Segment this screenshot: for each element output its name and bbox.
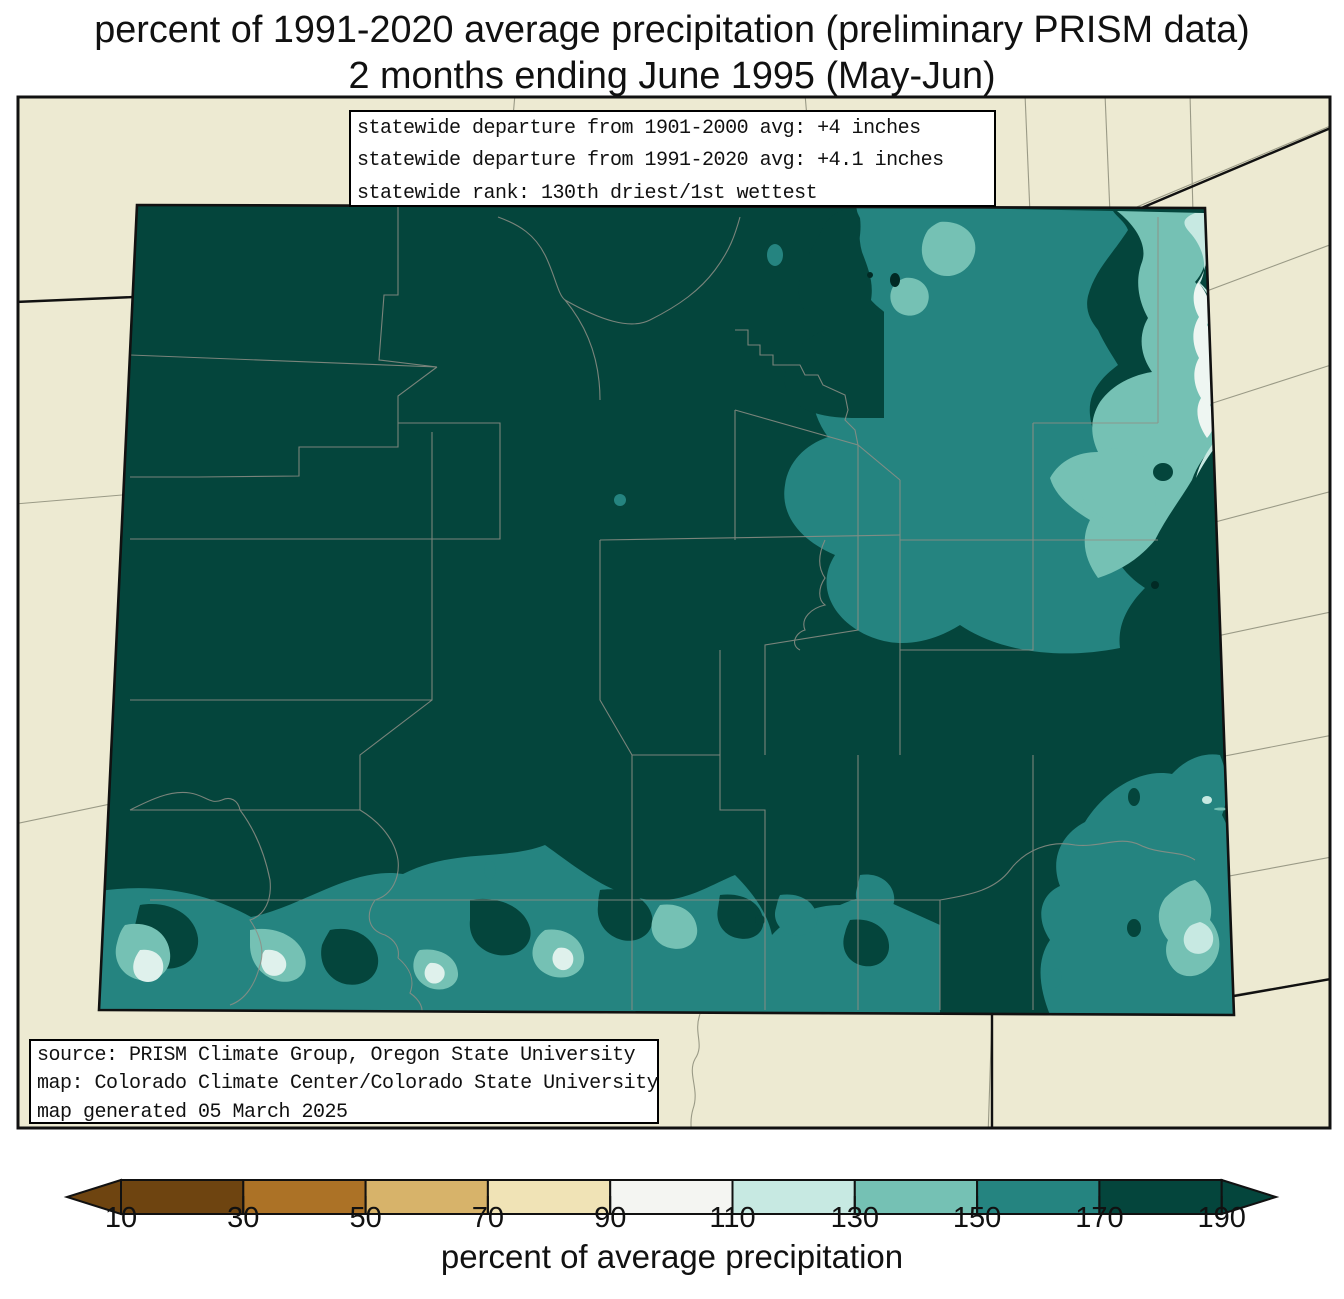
svg-text:90: 90 [594,1202,626,1234]
svg-text:50: 50 [349,1202,381,1234]
svg-text:30: 30 [227,1202,259,1234]
svg-text:190: 190 [1198,1202,1246,1234]
svg-text:170: 170 [1075,1202,1123,1234]
svg-text:70: 70 [472,1202,504,1234]
svg-text:150: 150 [953,1202,1001,1234]
svg-text:130: 130 [831,1202,879,1234]
svg-text:10: 10 [105,1202,137,1234]
svg-text:110: 110 [709,1202,755,1234]
